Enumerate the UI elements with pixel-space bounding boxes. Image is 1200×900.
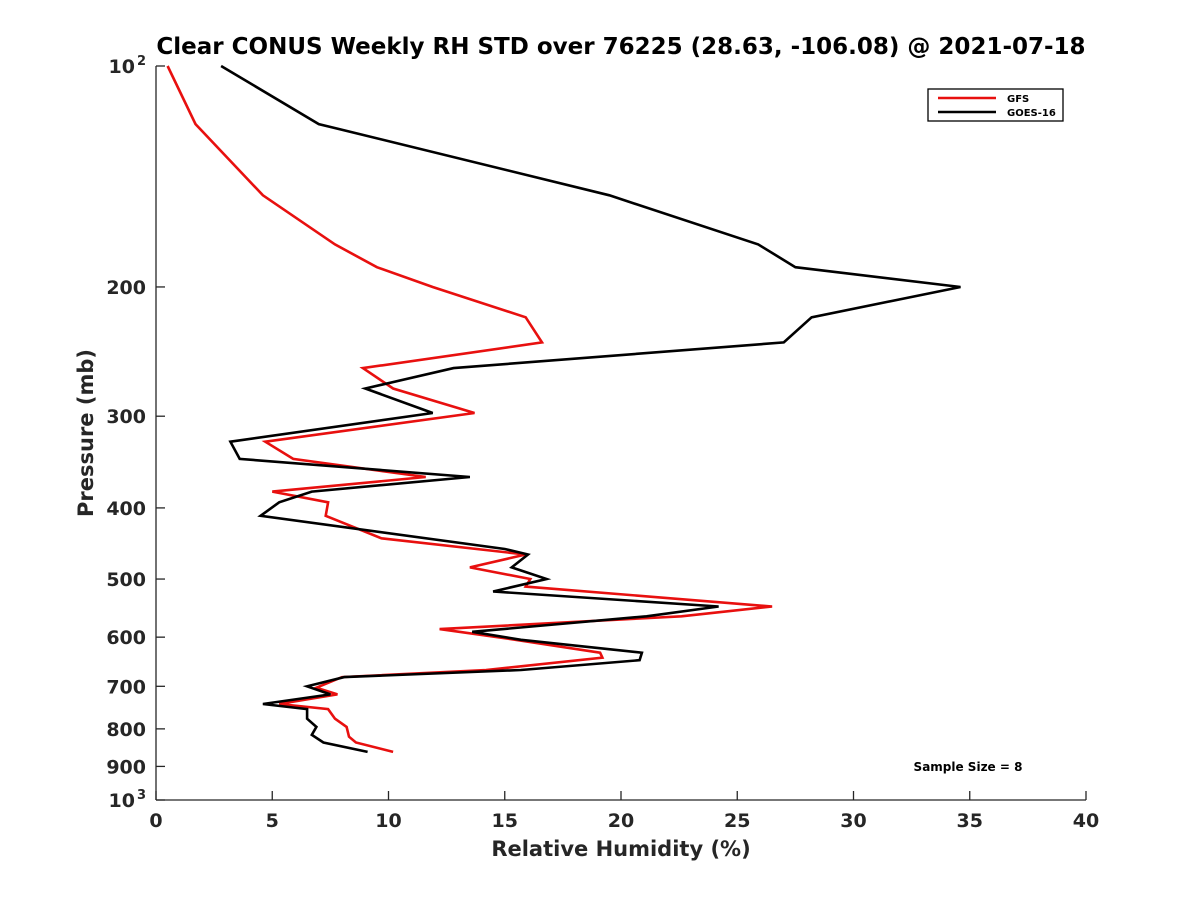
y-tick-exponent: 3 xyxy=(137,788,146,803)
x-tick-label: 40 xyxy=(1073,810,1099,832)
x-axis-label: Relative Humidity (%) xyxy=(491,837,750,861)
x-tick-label: 5 xyxy=(266,810,279,832)
x-tick-label: 30 xyxy=(840,810,866,832)
y-tick-label: 10 xyxy=(109,790,135,812)
y-tick-label: 500 xyxy=(106,569,146,591)
x-tick-label: 35 xyxy=(957,810,983,832)
x-tick-label: 0 xyxy=(149,810,162,832)
series-line-gfs xyxy=(166,65,773,754)
x-tick-label: 15 xyxy=(492,810,518,832)
y-tick-label: 900 xyxy=(106,756,146,778)
x-axis-ticks: 0 5 10 15 20 25 30 35 40 xyxy=(149,791,1099,832)
y-tick-label: 600 xyxy=(106,627,146,649)
series-line-goes-16 xyxy=(220,64,961,754)
legend-items: GFS GOES-16 xyxy=(938,94,1056,119)
y-tick-exponent: 2 xyxy=(137,54,146,69)
y-tick-label: 200 xyxy=(106,277,146,299)
legend: GFS GOES-16 xyxy=(927,88,1064,122)
x-tick-label: 25 xyxy=(724,810,750,832)
y-axis-label: Pressure (mb) xyxy=(74,349,98,517)
chart-title: Clear CONUS Weekly RH STD over 76225 (28… xyxy=(156,34,1085,60)
plot-area: 0 5 10 15 20 25 30 35 40 10 220030040050060070080… xyxy=(106,54,1099,832)
legend-label: GFS xyxy=(1007,94,1029,105)
y-tick-label: 700 xyxy=(106,676,146,698)
sample-size-annotation: Sample Size = 8 xyxy=(914,760,1023,774)
y-tick-label: 10 xyxy=(109,56,135,78)
y-tick-label: 300 xyxy=(106,406,146,428)
y-tick-label: 400 xyxy=(106,498,146,520)
legend-label: GOES-16 xyxy=(1007,108,1056,119)
series-layer xyxy=(166,64,961,754)
x-tick-label: 10 xyxy=(375,810,401,832)
x-tick-label: 20 xyxy=(608,810,634,832)
legend-box xyxy=(927,88,1064,122)
y-tick-label: 800 xyxy=(106,719,146,741)
